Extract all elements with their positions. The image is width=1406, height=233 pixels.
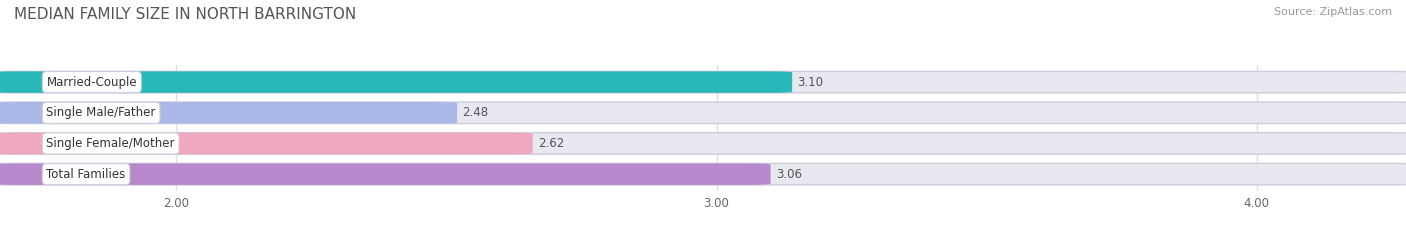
FancyBboxPatch shape — [0, 133, 1406, 154]
Text: 2.62: 2.62 — [538, 137, 564, 150]
FancyBboxPatch shape — [0, 71, 1406, 93]
Text: 2.48: 2.48 — [463, 106, 489, 119]
Text: 3.06: 3.06 — [776, 168, 801, 181]
FancyBboxPatch shape — [0, 163, 1406, 185]
FancyBboxPatch shape — [0, 163, 770, 185]
Text: Source: ZipAtlas.com: Source: ZipAtlas.com — [1274, 7, 1392, 17]
Text: 3.10: 3.10 — [797, 76, 824, 89]
FancyBboxPatch shape — [0, 102, 457, 123]
Text: Single Female/Mother: Single Female/Mother — [46, 137, 174, 150]
FancyBboxPatch shape — [0, 71, 792, 93]
FancyBboxPatch shape — [0, 133, 533, 154]
Text: Married-Couple: Married-Couple — [46, 76, 138, 89]
Text: Single Male/Father: Single Male/Father — [46, 106, 156, 119]
Text: Total Families: Total Families — [46, 168, 125, 181]
FancyBboxPatch shape — [0, 102, 1406, 123]
Text: MEDIAN FAMILY SIZE IN NORTH BARRINGTON: MEDIAN FAMILY SIZE IN NORTH BARRINGTON — [14, 7, 356, 22]
